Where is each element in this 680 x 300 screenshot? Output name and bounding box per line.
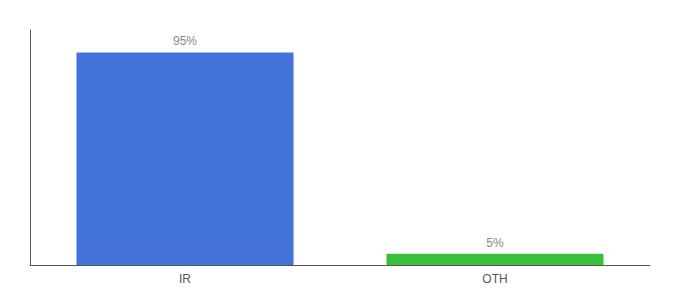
svg-text:IR: IR <box>179 272 191 286</box>
svg-text:5%: 5% <box>486 236 504 250</box>
svg-text:OTH: OTH <box>482 272 507 286</box>
svg-text:95%: 95% <box>173 34 197 48</box>
